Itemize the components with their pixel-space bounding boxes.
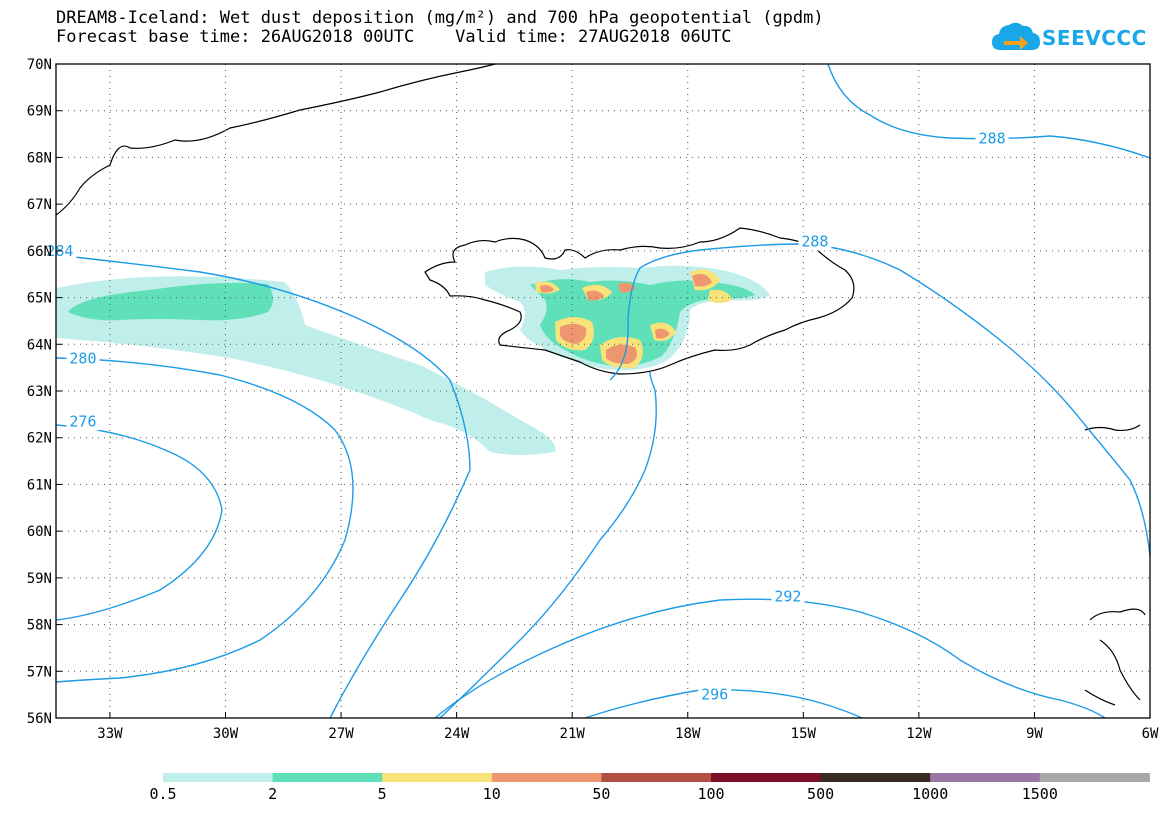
legend-label: 50: [592, 785, 610, 803]
contour-label-bg: [66, 349, 100, 368]
legend-label: 1000: [912, 785, 948, 803]
legend-swatch: [1039, 773, 1150, 782]
greenland-coast: [55, 63, 496, 216]
faroe-norway-coast: [1084, 424, 1141, 432]
legend-label: 1500: [1022, 785, 1058, 803]
contour-288-south: [439, 371, 657, 719]
lat-tick-label: 56N: [27, 711, 52, 727]
contour-label: 292: [774, 588, 801, 606]
map-title: DREAM8-Iceland: Wet dust deposition (mg/…: [56, 8, 824, 28]
legend-label: 2: [268, 785, 277, 803]
lat-tick-label: 59N: [27, 571, 52, 587]
legend-swatch: [820, 773, 931, 782]
seevccc-logo: SEEVCCC: [990, 20, 1146, 56]
contour-label: 280: [69, 349, 96, 367]
cloud-arrow-icon: [992, 22, 1040, 50]
iceland-coast: [424, 227, 855, 375]
legend-label: 0.5: [149, 785, 176, 803]
lat-tick-label: 67N: [27, 197, 52, 213]
lon-tick-label: 21W: [560, 726, 586, 742]
dust-plume-light: [56, 276, 556, 455]
coastlines: [55, 63, 1146, 706]
lat-tick-label: 60N: [27, 524, 52, 540]
legend-swatch: [601, 773, 712, 782]
contour-label: 288: [801, 233, 828, 251]
legend-label: 100: [697, 785, 724, 803]
legend-label: 5: [378, 785, 387, 803]
legend-swatch: [272, 773, 383, 782]
contour-label-bg: [66, 412, 100, 431]
legend-swatch: [930, 773, 1041, 782]
lat-tick-label: 66N: [27, 244, 52, 260]
map-subtitle: Forecast base time: 26AUG2018 00UTC Vali…: [56, 27, 732, 47]
lon-tick-label: 24W: [444, 726, 470, 742]
contour-label-bg: [975, 129, 1009, 148]
lon-tick-label: 30W: [213, 726, 239, 742]
dust-iceland-yellow: [535, 269, 732, 369]
legend-swatch: [163, 773, 274, 782]
legend-swatch: [382, 773, 493, 782]
lat-tick-label: 62N: [27, 431, 52, 447]
contour-label-bg: [698, 685, 732, 704]
dust-deposition-shading: [56, 265, 770, 455]
contour-276: [55, 424, 223, 621]
contour-label: 276: [69, 412, 96, 430]
lat-tick-label: 68N: [27, 150, 52, 166]
lat-tick-label: 70N: [27, 57, 52, 73]
lat-tick-label: 64N: [27, 337, 52, 353]
lon-tick-label: 12W: [906, 726, 932, 742]
contour-288-iceland: [609, 243, 1151, 557]
lat-tick-label: 65N: [27, 291, 52, 307]
lon-tick-label: 15W: [791, 726, 817, 742]
contour-296: [584, 689, 863, 719]
legend-swatch: [491, 773, 602, 782]
contour-label: 296: [701, 686, 728, 704]
contour-label: 288: [979, 130, 1006, 148]
colorbar-legend: 0.5 2 5 10 50 100 500 1000 1500: [149, 773, 1150, 803]
lat-tick-label: 61N: [27, 477, 52, 493]
lat-tick-label: 58N: [27, 618, 52, 634]
lat-tick-label: 69N: [27, 104, 52, 120]
contour-label-bg: [771, 587, 805, 606]
contour-label-bg: [798, 232, 832, 251]
contour-284: [55, 254, 471, 719]
lon-tick-label: 33W: [97, 726, 123, 742]
contour-280: [55, 357, 354, 683]
logo-text: SEEVCCC: [1042, 26, 1147, 50]
geopotential-contours: [55, 63, 1151, 719]
latitude-axis: 70N 69N 68N 67N 66N 65N 64N 63N 62N 61N 60N 59N 58N 5…: [27, 57, 62, 727]
legend-swatch: [711, 773, 822, 782]
dust-plume-mid: [68, 282, 273, 321]
legend-label: 10: [483, 785, 501, 803]
legend-label: 500: [807, 785, 834, 803]
scotland-coast: [1084, 608, 1146, 706]
graticule: [56, 64, 1150, 718]
lon-tick-label: 27W: [328, 726, 354, 742]
dust-iceland-orange: [540, 274, 712, 364]
lat-tick-label: 57N: [27, 664, 52, 680]
lon-tick-label: 9W: [1026, 726, 1043, 742]
lon-tick-label: 6W: [1142, 726, 1159, 742]
contour-292: [434, 598, 1106, 719]
lon-tick-label: 18W: [675, 726, 701, 742]
longitude-axis: 33W 30W 27W 24W 21W 18W 15W 12W 9W 6W: [97, 712, 1159, 742]
lat-tick-label: 63N: [27, 384, 52, 400]
contour-288-north: [827, 63, 1151, 159]
